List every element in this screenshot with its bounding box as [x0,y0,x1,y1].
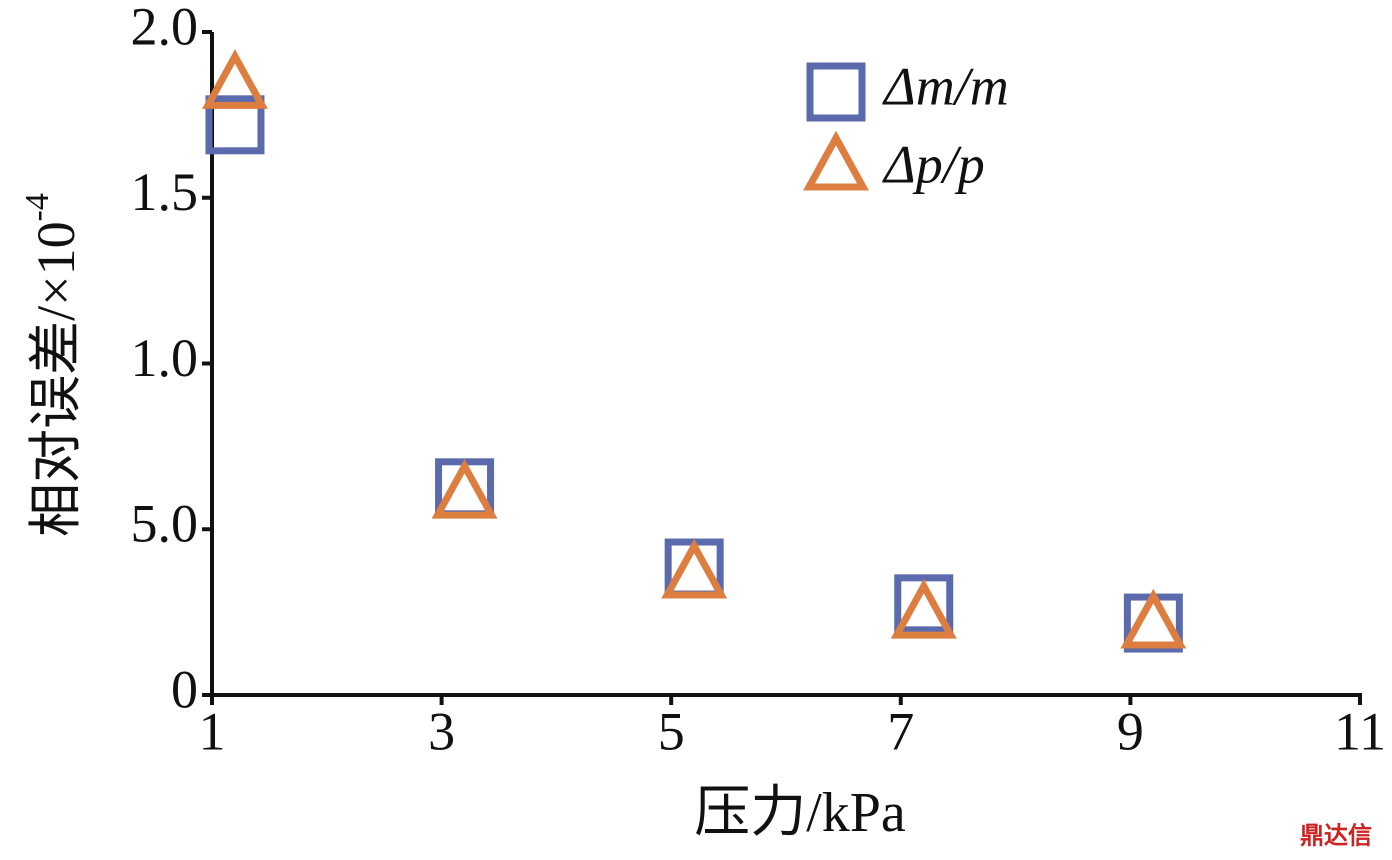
y-tick-label: 0 [171,659,198,719]
y-tick-label: 2.0 [131,0,199,56]
point [1120,588,1187,649]
legend-marker [806,62,866,122]
y-tick-label: 1.5 [131,162,199,222]
y-tick-label: 5.0 [131,494,199,554]
point [431,458,498,519]
y-axis-label-exponent: -4 [19,193,56,221]
legend-label: Δp/p [882,134,985,194]
point [202,49,268,109]
x-axis-label: 压力/kPa [694,782,906,844]
y-axis-label: 相对误差/×10-4 [19,193,87,537]
x-tick-label: 3 [428,701,455,761]
point [661,538,728,599]
x-tick-label: 1 [199,701,226,761]
x-tick-label: 7 [887,701,914,761]
y-tick-label: 1.0 [131,328,199,388]
y-axis-label-main: 相对误差/×10 [26,221,86,536]
point [205,95,265,155]
y-axis-label-group: 相对误差/×10-4 [19,193,87,537]
point [894,574,954,634]
x-tick-label: 9 [1117,701,1144,761]
x-tick-label: 11 [1334,701,1386,761]
watermark: 鼎达信 [1300,822,1372,850]
x-tick-label: 5 [658,701,685,761]
legend-label: Δm/m [882,56,1009,116]
point [890,578,957,639]
legend-marker [803,130,869,191]
